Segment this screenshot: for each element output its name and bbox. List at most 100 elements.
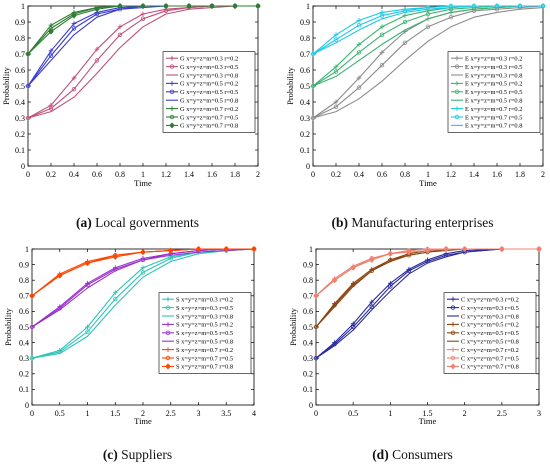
legend-box bbox=[447, 51, 541, 133]
y-tick-label: 0.7 bbox=[19, 292, 29, 301]
caption-a-text: Local governments bbox=[95, 215, 199, 230]
data-point bbox=[140, 249, 146, 256]
y-tick-label: 1 bbox=[309, 245, 313, 254]
x-tick-label: 2 bbox=[463, 409, 467, 418]
x-tick-label: 1 bbox=[426, 170, 430, 179]
data-point bbox=[425, 24, 431, 29]
y-tick-label: 0.7 bbox=[303, 292, 313, 301]
y-tick-label: 1 bbox=[21, 2, 25, 11]
x-tick-label: 0 bbox=[26, 170, 30, 179]
x-tick-label: 0.6 bbox=[377, 170, 387, 179]
legend-marker bbox=[165, 322, 171, 327]
x-tick-label: 1.6 bbox=[207, 170, 217, 179]
legend-label: C x=y=z=m=0.3 r=0.5 bbox=[461, 305, 519, 312]
x-tick-label: 0 bbox=[30, 409, 34, 418]
data-point bbox=[94, 46, 100, 52]
data-point bbox=[356, 50, 362, 55]
x-tick-label: 0.4 bbox=[354, 170, 364, 179]
x-tick-label: 1.6 bbox=[492, 170, 502, 179]
data-point bbox=[499, 245, 505, 253]
data-point bbox=[71, 21, 77, 26]
data-point bbox=[333, 32, 339, 38]
data-point bbox=[94, 58, 100, 63]
y-tick-label: 0.4 bbox=[303, 338, 313, 347]
data-point bbox=[379, 13, 385, 18]
x-axis-label: Time bbox=[134, 178, 152, 188]
legend-marker bbox=[454, 89, 460, 94]
y-tick-label: 0 bbox=[21, 162, 25, 171]
legend-label: E x=y=z=m=0.7 r=0.2 bbox=[465, 106, 522, 113]
legend-marker bbox=[165, 296, 171, 302]
y-tick-label: 0.1 bbox=[300, 146, 310, 155]
y-tick-label: 0.1 bbox=[303, 385, 313, 394]
chart-d: 0 0.5 1 1.5 2 2.5 3 0 0.1 0.2 0.3 0.4 0.5 0.6 0.7 0.8 0.… bbox=[288, 245, 542, 426]
x-tick-label: 4 bbox=[252, 409, 256, 418]
legend-marker bbox=[169, 89, 175, 94]
data-point bbox=[310, 83, 316, 89]
data-point bbox=[356, 23, 362, 28]
x-tick-label: 1 bbox=[141, 170, 145, 179]
legend-label: G x=y=z=m=0.3 r=0.2 bbox=[180, 56, 238, 63]
data-point bbox=[402, 40, 408, 45]
x-tick-label: 2.5 bbox=[166, 409, 176, 418]
legend-marker bbox=[165, 347, 171, 352]
legend-marker bbox=[169, 55, 175, 61]
legend-label: C x=y=z=m=0.3 r=0.8 bbox=[461, 313, 519, 320]
data-point bbox=[313, 356, 319, 361]
data-point bbox=[112, 290, 118, 296]
legend-label: E x=y=z=m=0.3 r=0.2 bbox=[465, 56, 522, 63]
y-tick-label: 0.1 bbox=[19, 385, 29, 394]
legend-label: G x=y=z=m=0.5 r=0.8 bbox=[180, 98, 238, 105]
legend-box bbox=[443, 292, 537, 374]
data-point bbox=[168, 247, 174, 254]
data-point bbox=[350, 324, 356, 330]
data-point bbox=[29, 324, 35, 330]
legend-label: C x=y=z=m=0.7 r=0.8 bbox=[461, 364, 519, 371]
data-point bbox=[140, 270, 146, 275]
y-tick-label: 0.2 bbox=[19, 370, 29, 379]
series-a-3 bbox=[27, 5, 258, 119]
data-point bbox=[448, 15, 454, 20]
data-point bbox=[379, 50, 385, 55]
legend-marker bbox=[165, 330, 171, 335]
legend-c: S x=y=z=m=0.3 r=0.2S x=y=z=m=0.3 r=0.5 S … bbox=[158, 292, 252, 374]
legend-label: S x=y=z=m=0.7 r=0.8 bbox=[176, 364, 233, 371]
legend-marker bbox=[454, 55, 460, 61]
legend-label: G x=y=z=m=0.7 r=0.8 bbox=[180, 123, 238, 130]
data-point bbox=[71, 26, 77, 31]
series-line bbox=[315, 248, 539, 359]
legend-label: S x=y=z=m=0.3 r=0.5 bbox=[176, 305, 233, 312]
caption-c: (c) Suppliers bbox=[0, 447, 275, 463]
x-tick-label: 1.5 bbox=[423, 409, 433, 418]
x-tick-label: 3 bbox=[537, 409, 541, 418]
y-tick-label: 0.3 bbox=[303, 354, 313, 363]
chart-b: 0 0.2 0.4 0.6 0.8 1 1.2 1.4 1.6 1.8 2 0 0.1 0.2 0.3 0.4… bbox=[285, 2, 546, 188]
data-point bbox=[186, 2, 192, 10]
data-point bbox=[140, 2, 146, 10]
data-point bbox=[48, 106, 54, 111]
legend-box bbox=[162, 51, 256, 133]
data-point bbox=[387, 250, 394, 257]
legend-label: S x=y=z=m=0.3 r=0.2 bbox=[176, 297, 233, 304]
data-point bbox=[25, 83, 31, 89]
caption-b-text: Manufacturing enterprises bbox=[351, 215, 494, 230]
data-point bbox=[369, 299, 375, 305]
x-axis-label: Time bbox=[419, 416, 437, 426]
legend-label: C x=y=z=m=0.7 r=0.2 bbox=[461, 347, 519, 354]
data-point bbox=[356, 75, 362, 81]
data-point bbox=[333, 37, 339, 42]
data-point bbox=[25, 50, 31, 58]
caption-c-label: (c) bbox=[102, 447, 118, 462]
x-tick-label: 2 bbox=[141, 409, 145, 418]
data-point bbox=[85, 329, 90, 334]
legend-label: C x=y=z=m=0.5 r=0.5 bbox=[461, 330, 519, 337]
data-point bbox=[425, 11, 431, 17]
data-point bbox=[255, 2, 261, 10]
legend-label: E x=y=z=m=0.7 r=0.8 bbox=[465, 123, 522, 130]
y-axis-label: Probability bbox=[288, 307, 298, 346]
y-tick-label: 0.8 bbox=[303, 276, 313, 285]
x-tick-label: 0.6 bbox=[92, 170, 102, 179]
data-point bbox=[117, 2, 123, 10]
legend-label: S x=y=z=m=0.7 r=0.2 bbox=[176, 347, 233, 354]
data-point bbox=[71, 75, 77, 81]
